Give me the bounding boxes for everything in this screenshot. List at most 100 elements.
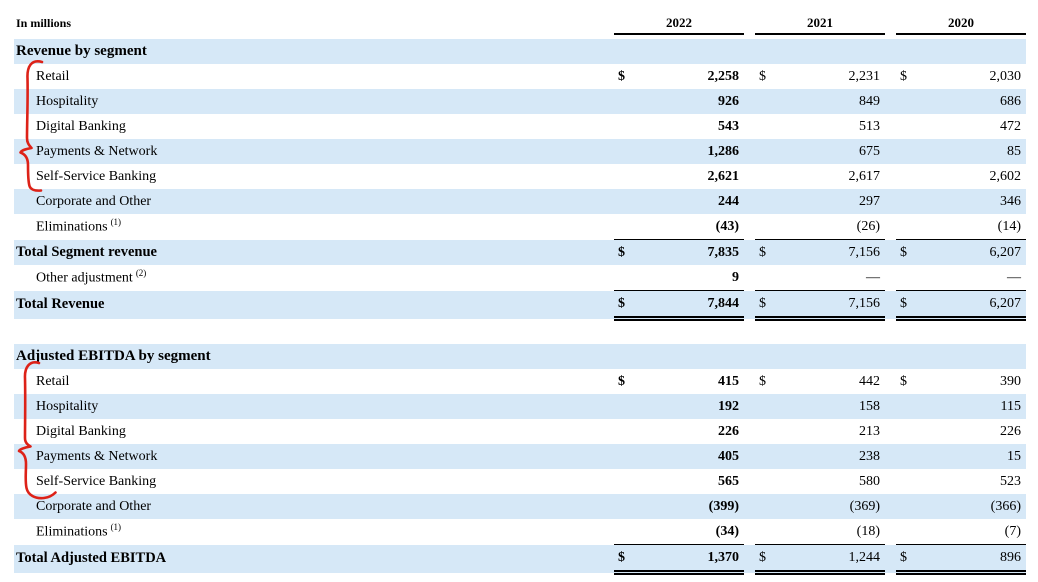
item-row: Payments & Network 405 238 15	[14, 444, 1026, 469]
value-cell-2022: (399)	[640, 494, 744, 519]
units-label: In millions	[16, 16, 72, 30]
column-gap	[885, 265, 896, 291]
column-gap	[885, 369, 896, 394]
row-label: Other adjustment (2)	[14, 265, 614, 291]
column-gap	[885, 344, 896, 369]
currency-cell-2020: $	[896, 290, 922, 321]
currency-cell-2020	[896, 189, 922, 214]
currency-cell-2020: $	[900, 68, 907, 84]
footnote-marker: (1)	[110, 522, 122, 533]
row-label: Eliminations (1)	[14, 214, 614, 240]
currency-cell-2021	[755, 318, 781, 344]
column-gap	[744, 494, 755, 519]
currency-cell-2020	[896, 344, 922, 369]
value-cell-2021: 158	[781, 394, 885, 419]
currency-cell-2021	[755, 444, 781, 469]
currency-cell-2021	[755, 394, 781, 419]
column-gap	[885, 318, 896, 344]
column-gap	[744, 469, 755, 494]
value-cell-2022: 2,258	[707, 68, 740, 84]
item-row: Self-Service Banking 2,621 2,617 2,602	[14, 164, 1026, 189]
currency-cell-2020	[896, 164, 922, 189]
row-label-text: Payments & Network	[36, 448, 158, 464]
row-label: Hospitality	[14, 89, 614, 114]
value-cell-2020: (14)	[997, 218, 1021, 234]
value-cell-2022: 1,370	[640, 544, 744, 575]
column-gap	[885, 114, 896, 139]
currency-cell-2021: $	[755, 290, 781, 321]
currency-cell-2022	[614, 214, 640, 240]
currency-cell-2021	[755, 189, 781, 214]
segment-results-table: In millions 2022 2021 2020 Revenue by se…	[14, 6, 1026, 575]
value-cell-2021: (18)	[856, 523, 880, 539]
value-cell-2020	[922, 318, 1026, 344]
currency-cell-2022	[614, 189, 640, 214]
value-cell-2022	[640, 318, 744, 344]
item-row: Retail $ 415 $ 442 $ 390	[14, 369, 1026, 394]
row-label: Retail	[14, 64, 614, 89]
currency-cell-2020	[896, 39, 922, 64]
column-gap	[885, 494, 896, 519]
value-cell-2021: 675	[781, 139, 885, 164]
value-cell-2021: 238	[781, 444, 885, 469]
value-cell-2021: 580	[859, 473, 880, 489]
column-gap	[744, 214, 755, 240]
currency-cell-2022: $	[614, 290, 640, 321]
currency-cell-2021: $	[759, 373, 766, 389]
value-cell-2020: 896	[922, 544, 1026, 575]
column-gap	[885, 6, 896, 34]
column-gap	[744, 290, 755, 319]
value-cell-2021: 442	[859, 373, 880, 389]
column-gap	[744, 239, 755, 265]
value-cell-2020	[922, 39, 1026, 64]
column-gap	[885, 64, 896, 89]
currency-cell-2021	[755, 114, 781, 139]
currency-cell-2020: $	[900, 373, 907, 389]
currency-cell-2022: $	[614, 239, 640, 265]
value-cell-2020: 2,030	[989, 68, 1022, 84]
row-label-text: Self-Service Banking	[36, 168, 157, 184]
column-gap	[885, 214, 896, 240]
total-row: Total Segment revenue $ 7,835 $ 7,156 $ …	[14, 239, 1026, 265]
item-row: Digital Banking 543 513 472	[14, 114, 1026, 139]
item-row: Eliminations (1) (43) (26) (14)	[14, 214, 1026, 240]
currency-cell-2021: $	[755, 239, 781, 265]
column-header-row: In millions 2022 2021 2020	[14, 6, 1026, 35]
currency-cell-2020	[896, 265, 922, 291]
row-label-text: Digital Banking	[36, 118, 126, 134]
row-label-text: Eliminations	[36, 525, 108, 541]
item-row: Hospitality 192 158 115	[14, 394, 1026, 419]
currency-cell-2021	[755, 519, 781, 545]
currency-cell-2021: $	[759, 68, 766, 84]
item-row: Hospitality 926 849 686	[14, 89, 1026, 114]
currency-cell-2020	[896, 214, 922, 240]
column-header-2020: 2020	[896, 6, 1026, 35]
currency-cell-2020	[896, 519, 922, 545]
row-label-text: Total Segment revenue	[16, 243, 157, 260]
currency-cell-2021	[755, 265, 781, 291]
currency-cell-2022	[614, 444, 640, 469]
value-cell-2022: 405	[640, 444, 744, 469]
row-label-text: Other adjustment	[36, 271, 133, 287]
currency-cell-2021	[755, 139, 781, 164]
currency-cell-2020	[896, 444, 922, 469]
column-gap	[885, 519, 896, 545]
currency-cell-2020: $	[896, 544, 922, 575]
row-label-text: Self-Service Banking	[36, 473, 157, 489]
column-gap	[744, 544, 755, 573]
item-row: Corporate and Other (399) (369) (366)	[14, 494, 1026, 519]
currency-cell-2020: $	[896, 239, 922, 265]
value-cell-2022: 7,844	[640, 290, 744, 321]
column-gap	[885, 189, 896, 214]
value-cell-2020: —	[1007, 269, 1021, 285]
value-cell-2022	[640, 344, 744, 369]
column-gap	[744, 139, 755, 164]
column-gap	[744, 114, 755, 139]
column-gap	[885, 39, 896, 64]
currency-cell-2021	[755, 89, 781, 114]
row-label-text: Eliminations	[36, 220, 108, 236]
value-cell-2020: (7)	[1004, 523, 1021, 539]
value-cell-2022	[640, 39, 744, 64]
row-label-text: Hospitality	[36, 398, 99, 414]
value-cell-2021: (26)	[856, 218, 880, 234]
